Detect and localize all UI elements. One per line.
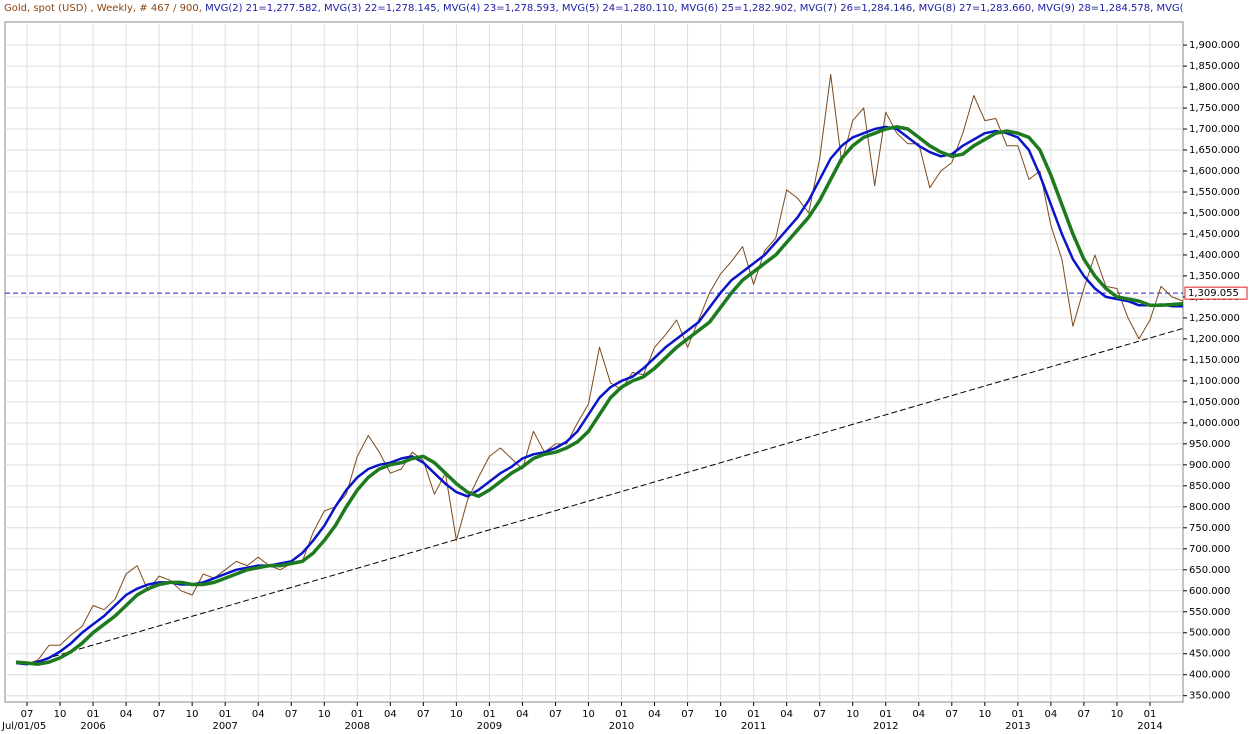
y-tick-label: 1,600.000 xyxy=(1189,166,1240,177)
x-tick-label: 07 xyxy=(945,709,958,720)
x-tick-label: 10 xyxy=(54,709,67,720)
x-tick-label: 04 xyxy=(1045,709,1058,720)
year-label: 2014 xyxy=(1137,721,1162,732)
x-tick-label: 01 xyxy=(87,709,100,720)
y-tick-label: 450.000 xyxy=(1189,649,1230,660)
year-label: 2007 xyxy=(212,721,237,732)
y-tick-label: 1,100.000 xyxy=(1189,376,1240,387)
y-tick-label: 1,850.000 xyxy=(1189,61,1240,72)
y-tick-label: 550.000 xyxy=(1189,607,1230,618)
y-tick-label: 1,800.000 xyxy=(1189,82,1240,93)
y-tick-label: 700.000 xyxy=(1189,544,1230,555)
year-label: 2012 xyxy=(873,721,898,732)
y-tick-label: 800.000 xyxy=(1189,502,1230,513)
y-tick-label: 1,000.000 xyxy=(1189,418,1240,429)
y-tick-label: 400.000 xyxy=(1189,670,1230,681)
x-tick-label: 01 xyxy=(1011,709,1024,720)
x-tick-label: 04 xyxy=(384,709,397,720)
x-tick-label: 04 xyxy=(516,709,529,720)
plot-frame xyxy=(4,21,1184,703)
y-tick-label: 850.000 xyxy=(1189,481,1230,492)
y-tick-label: 650.000 xyxy=(1189,565,1230,576)
trend-line xyxy=(26,327,1184,665)
y-tick-label: 1,200.000 xyxy=(1189,334,1240,345)
y-tick-label: 1,750.000 xyxy=(1189,103,1240,114)
y-tick-label: 600.000 xyxy=(1189,586,1230,597)
reference-label-box xyxy=(1184,286,1248,300)
x-tick-label: 04 xyxy=(120,709,133,720)
x-tick-label: 01 xyxy=(879,709,892,720)
x-tick-label: 04 xyxy=(780,709,793,720)
chart-header: Gold, spot (USD) , Weekly, # 467 / 900, … xyxy=(4,3,1184,14)
y-tick-label: 1,050.000 xyxy=(1189,397,1240,408)
year-label: 2010 xyxy=(609,721,634,732)
x-tick-label: 07 xyxy=(285,709,298,720)
year-label: 2013 xyxy=(1005,721,1030,732)
x-tick-label: 10 xyxy=(582,709,595,720)
x-tick-label: 01 xyxy=(219,709,232,720)
price-line xyxy=(15,125,1183,666)
x-tick-label: 07 xyxy=(21,709,34,720)
y-tick-label: 750.000 xyxy=(1189,523,1230,534)
price-line xyxy=(15,125,1184,666)
y-tick-label: 1,450.000 xyxy=(1189,229,1240,240)
x-tick-label: 10 xyxy=(846,709,859,720)
x-tick-label: 04 xyxy=(912,709,925,720)
y-tick-label: 1,550.000 xyxy=(1189,187,1240,198)
x-tick-label: 10 xyxy=(714,709,727,720)
x-tick-label: 07 xyxy=(153,709,166,720)
year-label: 2006 xyxy=(80,721,105,732)
reference-label: 1,309.055 xyxy=(1188,288,1239,299)
start-date-label: Jul/01/05 xyxy=(1,721,46,732)
y-tick-label: 1,350.000 xyxy=(1189,271,1240,282)
chart-title: Gold, spot (USD) , Weekly, # 467 / 900, xyxy=(4,3,202,14)
x-tick-label: 04 xyxy=(648,709,661,720)
y-tick-label: 1,700.000 xyxy=(1189,124,1240,135)
x-tick-label: 10 xyxy=(318,709,331,720)
x-tick-label: 01 xyxy=(1144,709,1157,720)
x-tick-label: 10 xyxy=(450,709,463,720)
price-line xyxy=(15,74,1184,665)
x-tick-label: 04 xyxy=(252,709,265,720)
y-tick-label: 1,250.000 xyxy=(1189,313,1240,324)
x-tick-label: 01 xyxy=(615,709,628,720)
x-tick-label: 01 xyxy=(483,709,496,720)
indicator-label: MVG(2) 21=1,277.582, MVG(3) 22=1,278.145… xyxy=(205,3,1184,14)
x-tick-label: 01 xyxy=(747,709,760,720)
x-tick-label: 07 xyxy=(549,709,562,720)
y-tick-label: 350.000 xyxy=(1189,691,1230,702)
y-tick-label: 900.000 xyxy=(1189,460,1230,471)
x-tick-label: 10 xyxy=(978,709,991,720)
y-tick-label: 1,500.000 xyxy=(1189,208,1240,219)
x-tick-label: 10 xyxy=(1111,709,1124,720)
year-label: 2011 xyxy=(741,721,766,732)
y-tick-label: 1,150.000 xyxy=(1189,355,1240,366)
y-tick-label: 500.000 xyxy=(1189,628,1230,639)
y-tick-label: 1,900.000 xyxy=(1189,40,1240,51)
x-tick-label: 01 xyxy=(351,709,364,720)
year-label: 2008 xyxy=(345,721,370,732)
y-tick-label: 1,400.000 xyxy=(1189,250,1240,261)
y-tick-label: 950.000 xyxy=(1189,439,1230,450)
x-tick-label: 07 xyxy=(681,709,694,720)
x-tick-label: 10 xyxy=(186,709,199,720)
year-label: 2009 xyxy=(477,721,502,732)
x-tick-label: 07 xyxy=(417,709,430,720)
x-tick-label: 07 xyxy=(813,709,826,720)
x-tick-label: 07 xyxy=(1078,709,1091,720)
y-tick-label: 1,650.000 xyxy=(1189,145,1240,156)
